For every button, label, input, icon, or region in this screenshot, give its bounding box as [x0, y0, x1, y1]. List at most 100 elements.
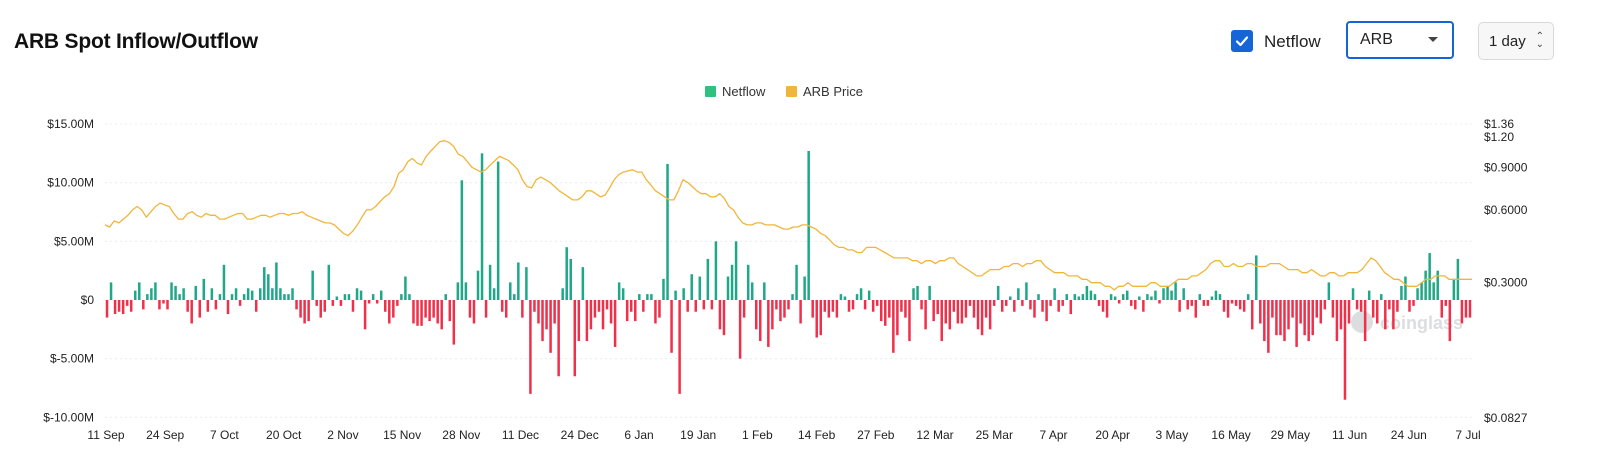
netflow-bar: [263, 267, 266, 300]
netflow-bar: [363, 300, 367, 330]
netflow-bar: [1162, 288, 1165, 300]
legend-price-swatch[interactable]: [786, 86, 797, 97]
netflow-bar: [783, 300, 786, 318]
netflow-bar: [1226, 300, 1230, 318]
netflow-bar: [424, 300, 427, 318]
netflow-bar: [642, 300, 645, 312]
netflow-bar: [855, 294, 859, 300]
netflow-bar: [980, 300, 984, 336]
netflow-bar: [908, 300, 911, 342]
netflow-bar: [1146, 294, 1149, 300]
netflow-bar: [682, 288, 685, 300]
netflow-bar: [944, 300, 948, 324]
netflow-bar: [1392, 300, 1395, 330]
page-title: ARB Spot Inflow/Outflow: [14, 30, 258, 53]
netflow-bar: [1242, 300, 1246, 312]
y-right-tick-label: $0.3000: [1484, 276, 1528, 290]
netflow-bar: [150, 288, 153, 300]
netflow-bar: [1218, 294, 1222, 300]
netflow-bar: [1408, 300, 1411, 312]
netflow-bar: [634, 300, 637, 322]
checkmark-icon: [1235, 36, 1249, 47]
netflow-bar: [275, 262, 278, 300]
netflow-bar: [271, 288, 274, 300]
netflow-bar: [1101, 300, 1105, 312]
arb-price-line: [104, 140, 1472, 291]
netflow-bar: [1029, 300, 1032, 310]
y-left-tick-label: $0: [81, 293, 95, 307]
y-right-tick-label: $1.20: [1484, 130, 1514, 144]
netflow-bar: [1138, 296, 1141, 300]
netflow-bar: [440, 300, 443, 330]
netflow-checkbox[interactable]: [1231, 30, 1253, 52]
netflow-bar: [408, 294, 411, 300]
netflow-bar: [1005, 300, 1008, 306]
netflow-bar: [1436, 270, 1439, 300]
netflow-bar: [581, 267, 585, 300]
netflow-bar: [125, 300, 129, 306]
netflow-bar: [984, 300, 988, 318]
netflow-bar: [1142, 300, 1145, 312]
netflow-bar: [1448, 300, 1452, 342]
netflow-bar: [1384, 300, 1387, 330]
netflow-bar: [1150, 296, 1153, 300]
netflow-bar: [367, 300, 371, 304]
interval-select[interactable]: 1 day ⌃ ⌄: [1478, 22, 1554, 60]
netflow-bar: [549, 300, 552, 353]
netflow-bar: [718, 300, 722, 330]
netflow-bar: [754, 300, 758, 330]
netflow-bar: [1279, 300, 1282, 336]
chart-legend: Netflow ARB Price: [705, 84, 863, 99]
x-tick-label: 11 Dec: [502, 428, 539, 442]
netflow-toggle-label[interactable]: Netflow: [1264, 32, 1321, 51]
netflow-bar: [1404, 276, 1407, 300]
coinglass-logo-icon: [1351, 311, 1373, 333]
netflow-bar: [1077, 296, 1081, 300]
netflow-bar: [517, 262, 520, 300]
netflow-bar: [1013, 300, 1016, 312]
netflow-bar: [880, 300, 883, 322]
netflow-bar: [1158, 300, 1161, 304]
netflow-bar: [246, 288, 250, 300]
netflow-bar: [573, 300, 577, 377]
netflow-bar: [815, 300, 818, 338]
netflow-bar: [242, 294, 246, 300]
netflow-bar: [1363, 300, 1367, 342]
netflow-bar: [1343, 300, 1347, 400]
netflow-bar: [513, 294, 516, 300]
netflow-bar: [1061, 300, 1064, 306]
coin-select[interactable]: ARB: [1346, 21, 1454, 59]
netflow-bar: [1194, 300, 1198, 318]
netflow-bar: [174, 285, 177, 300]
netflow-bar: [1468, 300, 1472, 318]
netflow-bar: [1222, 300, 1226, 312]
netflow-bar: [1255, 255, 1258, 300]
netflow-bar: [811, 300, 814, 318]
legend-netflow-label[interactable]: Netflow: [722, 84, 766, 99]
netflow-bar: [529, 300, 532, 394]
x-tick-label: 29 May: [1271, 428, 1310, 442]
netflow-bar: [988, 300, 992, 330]
netflow-bar: [1375, 300, 1379, 324]
legend-netflow-swatch[interactable]: [705, 86, 716, 97]
netflow-bar: [1178, 300, 1181, 312]
netflow-bar: [396, 300, 399, 306]
netflow-bar: [654, 300, 657, 324]
legend-price-label[interactable]: ARB Price: [803, 84, 863, 99]
netflow-bar: [206, 300, 210, 312]
netflow-bar: [1057, 300, 1060, 312]
netflow-bar: [109, 282, 113, 300]
netflow-bar: [1025, 282, 1028, 300]
x-tick-label: 12 Mar: [916, 428, 953, 442]
netflow-bar: [1009, 296, 1012, 300]
netflow-bar: [259, 288, 262, 300]
netflow-bar: [412, 300, 415, 324]
netflow-bar: [1283, 300, 1286, 342]
netflow-bar: [464, 282, 468, 300]
netflow-bar: [799, 300, 802, 324]
netflow-bar: [1424, 270, 1427, 300]
netflow-bar: [1045, 300, 1048, 322]
netflow-bar: [533, 300, 536, 312]
watermark-text: coinglass: [1380, 313, 1463, 333]
netflow-bar: [222, 264, 226, 300]
